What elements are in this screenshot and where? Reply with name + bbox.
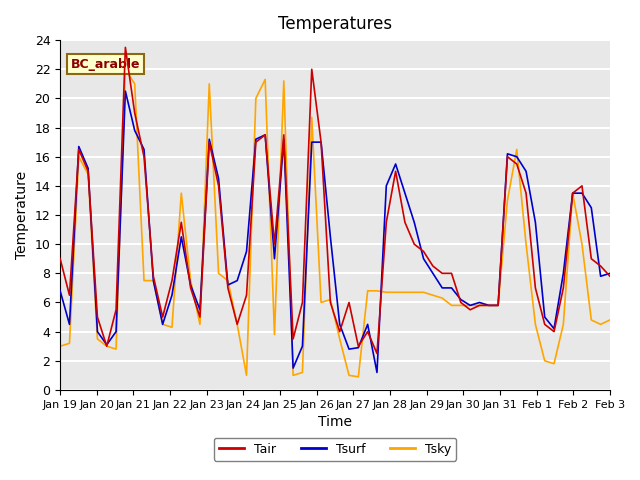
Title: Temperatures: Temperatures	[278, 15, 392, 33]
Text: BC_arable: BC_arable	[71, 58, 141, 71]
Legend: Tair, Tsurf, Tsky: Tair, Tsurf, Tsky	[214, 438, 456, 461]
Y-axis label: Temperature: Temperature	[15, 171, 29, 259]
X-axis label: Time: Time	[318, 415, 352, 429]
